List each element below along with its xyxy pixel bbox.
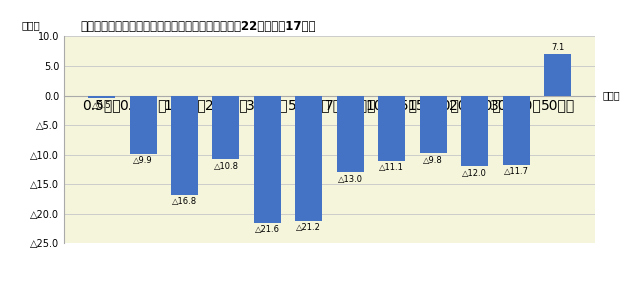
Text: △13.0: △13.0 (338, 175, 363, 184)
Text: △10.8: △10.8 (214, 162, 239, 171)
Text: △11.1: △11.1 (380, 164, 404, 172)
Bar (88, 95, 115, 98)
Text: △21.2: △21.2 (296, 223, 321, 232)
Text: △21.6: △21.6 (255, 226, 280, 234)
Bar (420, 95, 447, 154)
Text: △0.5: △0.5 (92, 101, 111, 110)
Text: △9.9: △9.9 (133, 156, 153, 165)
Text: （％）: （％） (22, 20, 40, 30)
Text: 7.1: 7.1 (551, 43, 564, 52)
Bar (296, 95, 323, 221)
Bar (378, 95, 405, 161)
Bar (502, 95, 530, 165)
Bar (171, 95, 198, 195)
Bar (544, 54, 571, 95)
Text: △9.8: △9.8 (423, 156, 443, 165)
Text: 百万円: 百万円 (602, 91, 620, 101)
Bar (337, 95, 364, 172)
Text: △11.7: △11.7 (504, 167, 529, 176)
Bar (461, 95, 488, 166)
Bar (129, 95, 157, 154)
Text: △12.0: △12.0 (462, 169, 487, 178)
Bar (212, 95, 239, 159)
Bar (254, 95, 281, 223)
Text: △16.8: △16.8 (172, 197, 197, 206)
Text: 農産物販売金額規模別農業経営体数の増減率（平成22年／平成17年）: 農産物販売金額規模別農業経営体数の増減率（平成22年／平成17年） (80, 20, 316, 33)
